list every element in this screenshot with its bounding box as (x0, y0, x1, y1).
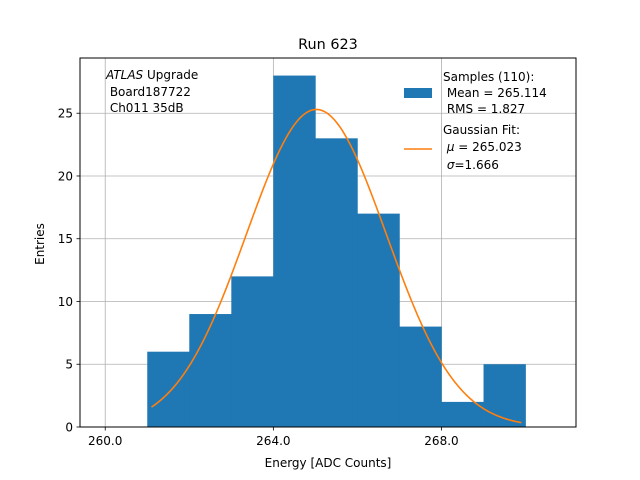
legend-fit-sigma: σ=1.666 (443, 158, 499, 172)
legend-hist-line-1: Samples (110): (443, 70, 534, 84)
y-tick-label: 0 (65, 421, 73, 435)
y-tick-label: 20 (58, 169, 73, 183)
histogram-bar (147, 351, 190, 427)
y-axis-label: Entries (33, 223, 47, 265)
x-tick-label: 260.0 (88, 434, 122, 448)
histogram-bar (399, 326, 442, 427)
y-tick-label: 15 (58, 232, 73, 246)
fit-layer (151, 108, 522, 424)
legend-mu-value: = 265.023 (454, 140, 521, 154)
x-axis-label: Energy [ADC Counts] (265, 456, 392, 470)
y-tick-label: 10 (58, 295, 73, 309)
histogram-bar (273, 75, 316, 428)
plot-frame (79, 57, 577, 428)
atlas-annotation: ATLAS Upgrade Board187722 Ch011 35dB (105, 68, 198, 115)
legend-hist-line-3: RMS = 1.827 (443, 102, 525, 116)
annotation-upgrade: Upgrade (143, 68, 198, 82)
annotation-line-3: Ch011 35dB (106, 101, 184, 115)
y-tick-label: 25 (58, 107, 73, 121)
legend-sigma-symbol: σ (447, 158, 455, 172)
y-tick-label: 5 (65, 358, 73, 372)
histogram-bar (483, 364, 526, 427)
legend-hist-line-2: Mean = 265.114 (443, 86, 547, 100)
ticks-layer: 260.0 264.0 268.0 0 5 10 15 20 25 (58, 107, 459, 448)
legend-fit-mu: μ = 265.023 (443, 140, 522, 154)
legend-hist-swatch (404, 88, 432, 98)
annotation-line-1: ATLAS Upgrade (105, 68, 198, 82)
chart-title: Run 623 (298, 37, 358, 53)
legend-mu-symbol: μ (446, 140, 455, 154)
histogram-bar (231, 276, 274, 427)
histogram-bar (357, 213, 400, 427)
legend-fit-line-1: Gaussian Fit: (443, 123, 520, 137)
bars-layer (147, 75, 526, 428)
histogram-bar (189, 314, 232, 427)
histogram-bar (315, 138, 358, 427)
gaussian-fit-line (151, 108, 522, 424)
histogram-bar (441, 401, 484, 427)
legend: Samples (110): Mean = 265.114 RMS = 1.82… (404, 70, 547, 172)
x-tick-label: 264.0 (256, 434, 290, 448)
annotation-atlas: ATLAS (105, 68, 144, 82)
annotation-line-2: Board187722 (106, 85, 191, 99)
legend-sigma-value: =1.666 (454, 158, 498, 172)
x-tick-label: 268.0 (424, 434, 458, 448)
